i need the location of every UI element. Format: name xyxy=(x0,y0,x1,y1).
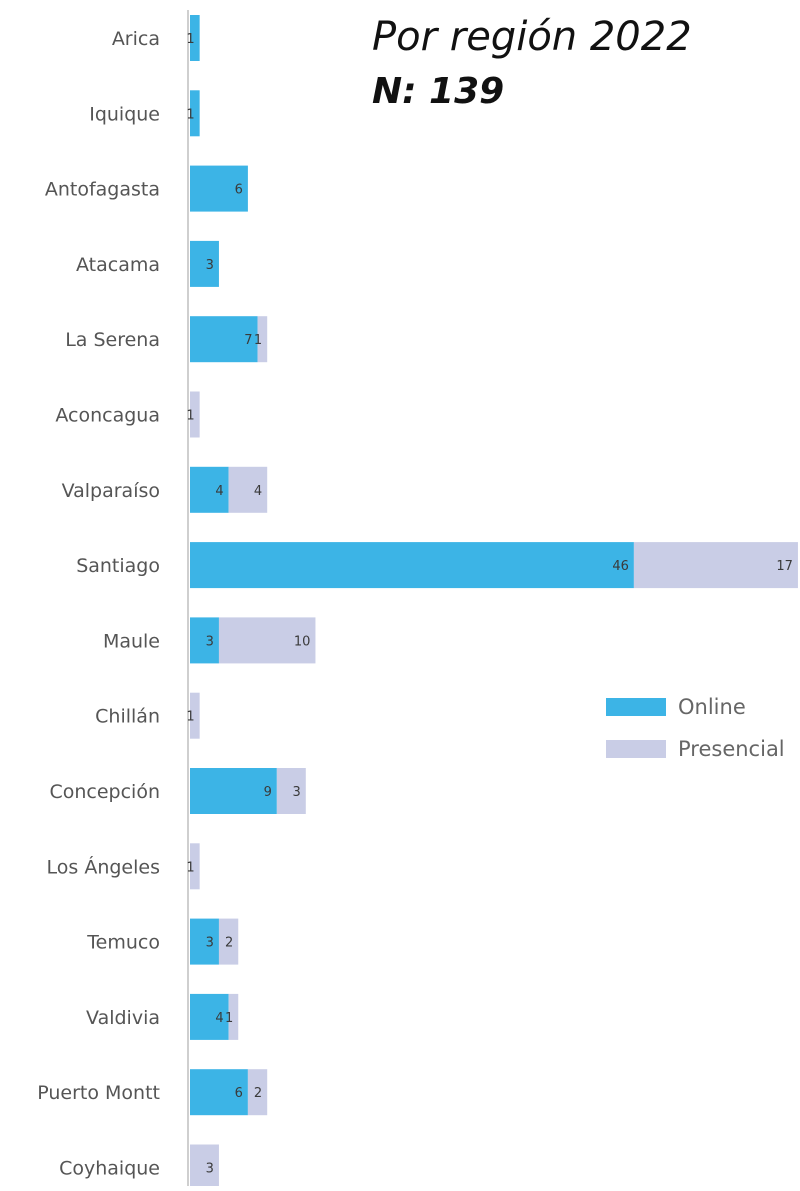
bar-coyhaique-presencial xyxy=(190,1144,219,1191)
legend-swatch-presencial xyxy=(606,740,666,758)
category-label-los-angeles: Los Ángeles xyxy=(47,855,160,878)
data-label-concepcion-online: 9 xyxy=(264,785,272,800)
data-label-valdivia-online: 4 xyxy=(215,1011,223,1026)
data-label-chillan-presencial: 1 xyxy=(186,710,194,725)
bar-valparaiso-online xyxy=(190,466,229,513)
bar-arica-online xyxy=(190,15,200,61)
bar-valdivia-presencial xyxy=(228,993,239,1040)
data-label-puerto-montt-presencial: 2 xyxy=(254,1086,262,1101)
data-label-concepcion-presencial: 3 xyxy=(293,785,301,800)
data-label-temuco-online: 3 xyxy=(206,936,214,951)
bar-santiago-online xyxy=(190,542,634,589)
bar-temuco-presencial xyxy=(218,918,239,965)
data-label-la-serena-presencial: 1 xyxy=(254,333,262,348)
data-label-maule-presencial: 10 xyxy=(294,634,311,649)
bar-santiago-presencial xyxy=(633,542,798,589)
chart-subtitle: N: 139 xyxy=(372,71,504,112)
data-label-la-serena-online: 7 xyxy=(244,333,252,348)
bar-puerto-montt-online xyxy=(190,1069,248,1116)
bar-los-angeles-presencial xyxy=(190,843,200,890)
data-label-temuco-presencial: 2 xyxy=(225,936,233,951)
bar-la-serena-presencial xyxy=(257,316,268,363)
category-label-la-serena: La Serena xyxy=(65,329,160,351)
bar-concepcion-presencial xyxy=(276,768,306,814)
data-label-santiago-online: 46 xyxy=(612,559,629,574)
category-label-valparaiso: Valparaíso xyxy=(62,480,160,502)
bar-chillan-presencial xyxy=(190,692,200,739)
data-label-los-angeles-presencial: 1 xyxy=(186,860,194,875)
category-label-valdivia: Valdivia xyxy=(86,1007,160,1029)
data-label-atacama-online: 3 xyxy=(206,258,214,273)
data-label-coyhaique-presencial: 3 xyxy=(206,1162,214,1177)
legend: Online Presencial xyxy=(606,695,785,761)
category-label-arica: Arica xyxy=(112,28,160,50)
category-label-santiago: Santiago xyxy=(76,555,160,577)
category-label-aconcagua: Aconcagua xyxy=(55,405,160,427)
category-label-temuco: Temuco xyxy=(86,932,160,954)
legend-swatch-online xyxy=(606,698,666,716)
category-label-chillan: Chillán xyxy=(95,706,160,728)
bars-group: Arica 1 Iquique 1 Antofagasta 6 Atacama 3 La Ser… xyxy=(37,15,798,1191)
bar-puerto-montt-presencial xyxy=(247,1069,268,1116)
data-label-arica-online: 1 xyxy=(186,32,194,47)
bar-concepcion-online xyxy=(190,768,277,814)
category-label-concepcion: Concepción xyxy=(49,781,160,803)
data-label-iquique-online: 1 xyxy=(186,107,194,122)
category-label-coyhaique: Coyhaique xyxy=(59,1158,160,1180)
bar-maule-online xyxy=(190,617,219,664)
chart-title: Por región 2022 xyxy=(372,14,692,60)
data-label-santiago-presencial: 17 xyxy=(776,559,793,574)
category-label-antofagasta: Antofagasta xyxy=(45,179,160,201)
data-label-antofagasta-online: 6 xyxy=(235,183,243,198)
bar-maule-presencial xyxy=(218,617,316,664)
bar-iquique-online xyxy=(190,90,200,137)
category-label-puerto-montt: Puerto Montt xyxy=(37,1082,160,1104)
data-label-aconcagua-presencial: 1 xyxy=(186,409,194,424)
data-label-maule-online: 3 xyxy=(206,634,214,649)
bar-antofagasta-online xyxy=(190,165,248,212)
bar-atacama-online xyxy=(190,240,219,287)
data-label-valparaiso-online: 4 xyxy=(215,484,223,499)
bar-temuco-online xyxy=(190,918,219,965)
bar-la-serena-online xyxy=(190,316,258,363)
bar-valdivia-online xyxy=(190,993,229,1040)
data-label-valparaiso-presencial: 4 xyxy=(254,484,262,499)
data-label-valdivia-presencial: 1 xyxy=(225,1011,233,1026)
bar-aconcagua-presencial xyxy=(190,391,200,438)
data-label-puerto-montt-online: 6 xyxy=(235,1086,243,1101)
category-label-iquique: Iquique xyxy=(89,103,160,125)
bar-valparaiso-presencial xyxy=(228,466,268,513)
legend-label-online: Online xyxy=(678,695,746,719)
category-label-atacama: Atacama xyxy=(76,254,160,276)
legend-label-presencial: Presencial xyxy=(678,737,785,761)
category-label-maule: Maule xyxy=(103,630,160,652)
